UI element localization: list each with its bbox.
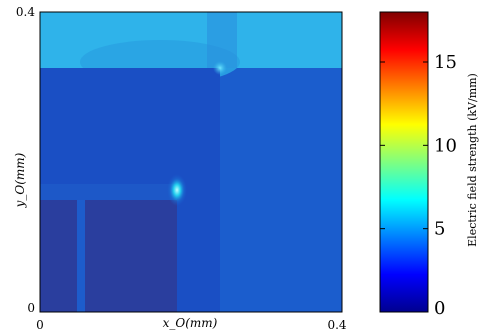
heatmap-plot bbox=[39, 11, 343, 313]
colorbar-ticks: 0 5 10 15 bbox=[380, 52, 457, 319]
hot-spot-block bbox=[213, 61, 227, 75]
region-gap bbox=[77, 200, 85, 312]
colorbar-tick-label: 15 bbox=[434, 52, 457, 73]
y-axis-label: y_O(mm) bbox=[13, 152, 27, 208]
x-tick-left: 0 bbox=[36, 318, 44, 332]
colorbar-tick-label: 5 bbox=[434, 219, 445, 240]
region-step bbox=[40, 184, 177, 200]
colorbar-gradient bbox=[379, 11, 429, 313]
plot-frame bbox=[39, 11, 343, 313]
colorbar-tick-label: 10 bbox=[434, 135, 457, 156]
colorbar-tick-label: 0 bbox=[434, 298, 445, 319]
region-electrode bbox=[40, 200, 177, 312]
y-tick-top: 0.4 bbox=[16, 5, 35, 19]
x-axis-label: x_O(mm) bbox=[163, 316, 218, 330]
hot-spot-electrode bbox=[167, 174, 187, 206]
colorbar: 0 5 10 15 Electric field strength (kV/mm) bbox=[379, 11, 479, 319]
y-tick-bottom: 0 bbox=[27, 301, 35, 315]
x-tick-right: 0.4 bbox=[327, 318, 346, 332]
region-right-gradient bbox=[207, 12, 237, 68]
colorbar-label: Electric field strength (kV/mm) bbox=[466, 73, 479, 247]
